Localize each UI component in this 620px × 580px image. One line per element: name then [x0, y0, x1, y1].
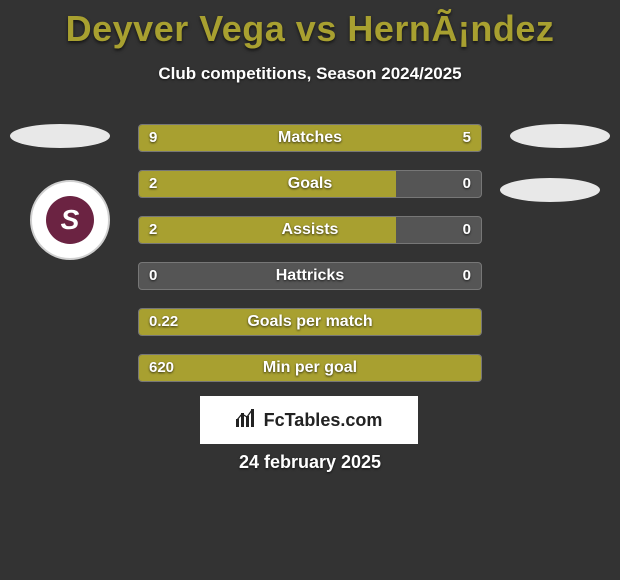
stat-bar-row: Assists2 0 — [138, 216, 482, 244]
stat-bar-left-value: 0.22 — [149, 309, 178, 335]
player-right-placeholder-oval — [510, 124, 610, 148]
fctables-label: FcTables.com — [264, 410, 383, 431]
stat-bar-label: Assists — [139, 217, 481, 243]
stat-bar-row: Matches9 5 — [138, 124, 482, 152]
stat-bar-left-value: 9 — [149, 125, 157, 151]
stat-bar-left-value: 2 — [149, 217, 157, 243]
stat-bar-label: Goals per match — [139, 309, 481, 335]
comparison-chart: Matches95Goals20Assists20Hattricks00Goal… — [138, 124, 482, 400]
player-left-placeholder-oval — [10, 124, 110, 148]
stat-bar-right-value: 5 — [463, 125, 471, 151]
chart-bars-icon — [236, 409, 258, 432]
club-badge-letter: S — [46, 196, 94, 244]
stat-bar-left-value: 2 — [149, 171, 157, 197]
stat-bar-right-value: 0 — [463, 171, 471, 197]
stat-bar-row: Goals2 0 — [138, 170, 482, 198]
fctables-watermark: FcTables.com — [200, 396, 418, 444]
stat-bar-right-value: 0 — [463, 263, 471, 289]
stat-bar-right-value: 0 — [463, 217, 471, 243]
stat-bar-label: Goals — [139, 171, 481, 197]
page-title: Deyver Vega vs HernÃ¡ndez — [0, 0, 620, 50]
stat-bar-label: Matches — [139, 125, 481, 151]
player-right-placeholder-oval-2 — [500, 178, 600, 202]
stat-bar-label: Min per goal — [139, 355, 481, 381]
page-subtitle: Club competitions, Season 2024/2025 — [0, 64, 620, 84]
club-badge: S — [30, 180, 110, 260]
date-text: 24 february 2025 — [0, 452, 620, 473]
stat-bar-row: Hattricks0 0 — [138, 262, 482, 290]
stat-bar-left-value: 0 — [149, 263, 157, 289]
stat-bar-row: Goals per match0.22 — [138, 308, 482, 336]
stat-bar-row: Min per goal620 — [138, 354, 482, 382]
stat-bar-label: Hattricks — [139, 263, 481, 289]
stat-bar-left-value: 620 — [149, 355, 174, 381]
